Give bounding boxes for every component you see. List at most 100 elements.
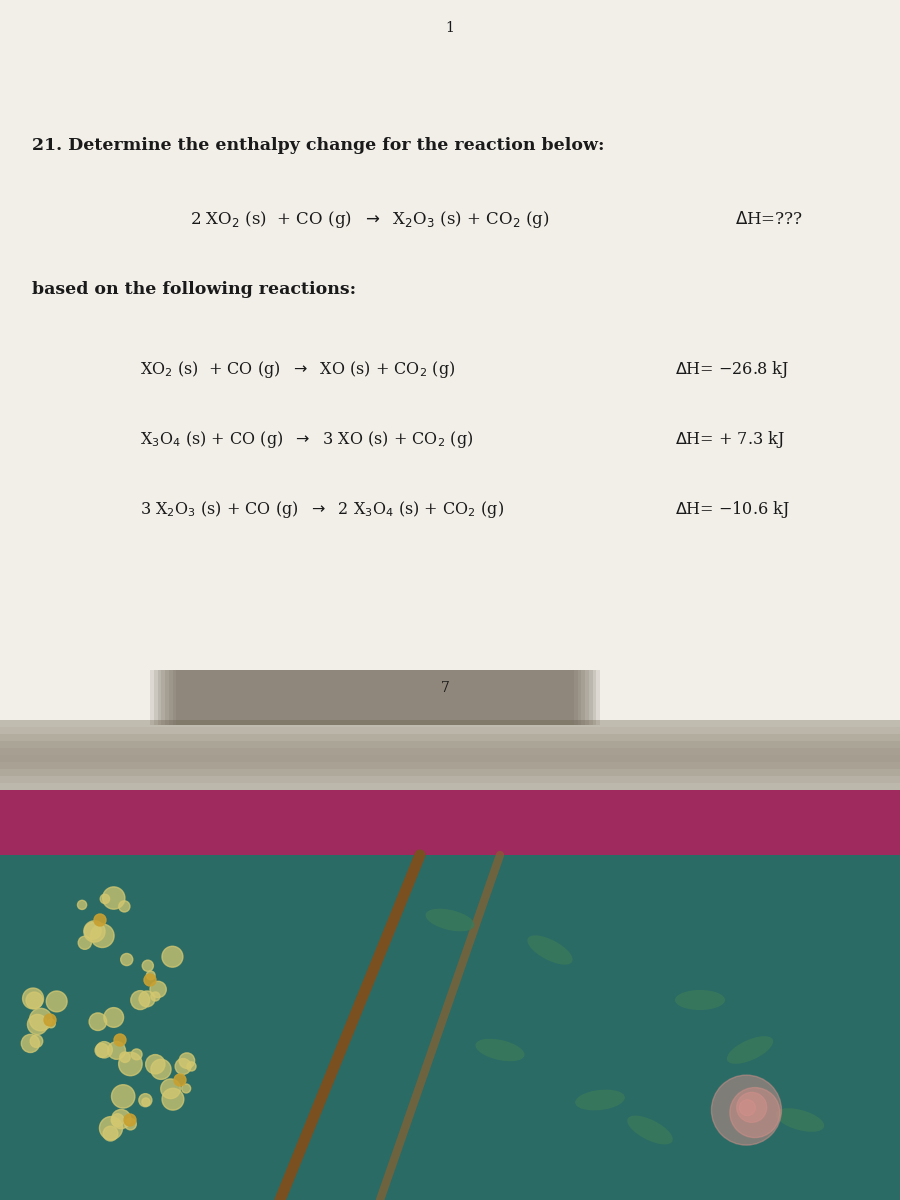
Text: $\Delta$H= + 7.3 kJ: $\Delta$H= + 7.3 kJ [675, 430, 785, 450]
Bar [0, 748, 900, 755]
Bar [161, 670, 589, 725]
Text: $\Delta$H=???: $\Delta$H=??? [735, 211, 803, 228]
Circle shape [740, 1099, 755, 1116]
Ellipse shape [575, 1090, 625, 1110]
Ellipse shape [727, 1037, 773, 1063]
Circle shape [711, 1075, 781, 1145]
Circle shape [85, 923, 101, 940]
Circle shape [108, 1042, 125, 1060]
Circle shape [162, 1088, 184, 1110]
Ellipse shape [627, 1116, 672, 1145]
Circle shape [47, 1020, 55, 1028]
Circle shape [104, 1126, 118, 1141]
Circle shape [46, 991, 68, 1012]
Circle shape [119, 901, 130, 912]
Circle shape [737, 1092, 767, 1122]
Bar [0, 0, 900, 720]
Circle shape [77, 900, 86, 910]
Text: based on the following reactions:: based on the following reactions: [32, 282, 356, 299]
Circle shape [112, 1110, 130, 1129]
Circle shape [144, 974, 156, 986]
Bar [0, 740, 900, 748]
Circle shape [179, 1052, 194, 1068]
Ellipse shape [426, 908, 474, 931]
Ellipse shape [475, 1039, 525, 1061]
Circle shape [119, 1052, 142, 1075]
Circle shape [78, 936, 92, 949]
Circle shape [26, 992, 42, 1009]
Bar [0, 790, 900, 797]
Bar [0, 790, 900, 854]
Circle shape [99, 1116, 122, 1140]
Bar [169, 670, 581, 725]
Text: X$_3$O$_4$ (s) + CO (g)  $\rightarrow$  3 XO (s) + CO$_2$ (g): X$_3$O$_4$ (s) + CO (g) $\rightarrow$ 3 … [140, 430, 473, 450]
Bar [0, 727, 900, 734]
Bar [0, 734, 900, 740]
Ellipse shape [675, 990, 725, 1010]
Circle shape [91, 924, 114, 948]
Circle shape [176, 1058, 191, 1074]
Circle shape [104, 1008, 123, 1027]
Circle shape [30, 1034, 43, 1048]
Circle shape [120, 1052, 130, 1062]
Bar [176, 670, 574, 725]
Circle shape [124, 1114, 136, 1126]
Text: $\Delta$H= $-$10.6 kJ: $\Delta$H= $-$10.6 kJ [675, 499, 790, 521]
Text: 21. Determine the enthalpy change for the reaction below:: 21. Determine the enthalpy change for th… [32, 137, 605, 154]
Ellipse shape [776, 1109, 824, 1132]
Circle shape [95, 1044, 109, 1057]
Circle shape [22, 988, 43, 1009]
Circle shape [730, 1087, 780, 1138]
Text: 7: 7 [441, 680, 449, 695]
Circle shape [27, 1014, 48, 1034]
Circle shape [130, 991, 149, 1009]
Bar [0, 776, 900, 782]
Bar [154, 670, 596, 725]
Bar [158, 670, 592, 725]
Bar [150, 670, 600, 725]
Circle shape [174, 1074, 186, 1086]
Text: XO$_2$ (s)  + CO (g)  $\rightarrow$  XO (s) + CO$_2$ (g): XO$_2$ (s) + CO (g) $\rightarrow$ XO (s)… [140, 360, 455, 380]
Text: 1: 1 [446, 20, 454, 35]
Circle shape [151, 1060, 171, 1080]
Circle shape [187, 1062, 196, 1072]
Bar [173, 670, 578, 725]
Circle shape [89, 1013, 107, 1031]
Bar [0, 769, 900, 776]
Circle shape [84, 920, 105, 942]
Circle shape [94, 914, 106, 926]
Circle shape [142, 1098, 150, 1106]
Ellipse shape [527, 935, 572, 965]
Circle shape [112, 1085, 135, 1108]
Circle shape [22, 1034, 40, 1052]
Circle shape [142, 960, 153, 971]
Circle shape [139, 1093, 152, 1106]
Circle shape [30, 1008, 52, 1031]
Circle shape [103, 887, 125, 910]
Circle shape [100, 894, 110, 904]
Circle shape [150, 982, 166, 997]
Circle shape [44, 1014, 56, 1026]
Text: 3 X$_2$O$_3$ (s) + CO (g)  $\rightarrow$  2 X$_3$O$_4$ (s) + CO$_2$ (g): 3 X$_2$O$_3$ (s) + CO (g) $\rightarrow$ … [140, 499, 504, 521]
Circle shape [139, 991, 155, 1007]
Circle shape [125, 1118, 136, 1130]
Circle shape [131, 1049, 142, 1060]
Bar [0, 854, 900, 1200]
Bar [0, 762, 900, 769]
Circle shape [182, 1084, 191, 1093]
Circle shape [96, 1042, 112, 1058]
Circle shape [114, 1034, 126, 1046]
Bar [0, 797, 900, 804]
Text: $\Delta$H= $-$26.8 kJ: $\Delta$H= $-$26.8 kJ [675, 360, 789, 380]
Circle shape [147, 971, 155, 979]
Circle shape [151, 992, 160, 1001]
Text: 2 XO$_2$ (s)  + CO (g)  $\rightarrow$  X$_2$O$_3$ (s) + CO$_2$ (g): 2 XO$_2$ (s) + CO (g) $\rightarrow$ X$_2… [190, 210, 550, 230]
Bar [0, 782, 900, 790]
Bar [165, 670, 585, 725]
Bar [0, 720, 900, 727]
Circle shape [121, 954, 133, 966]
Circle shape [161, 1079, 180, 1098]
Bar [0, 755, 900, 762]
Circle shape [162, 947, 183, 967]
Circle shape [112, 1114, 124, 1127]
